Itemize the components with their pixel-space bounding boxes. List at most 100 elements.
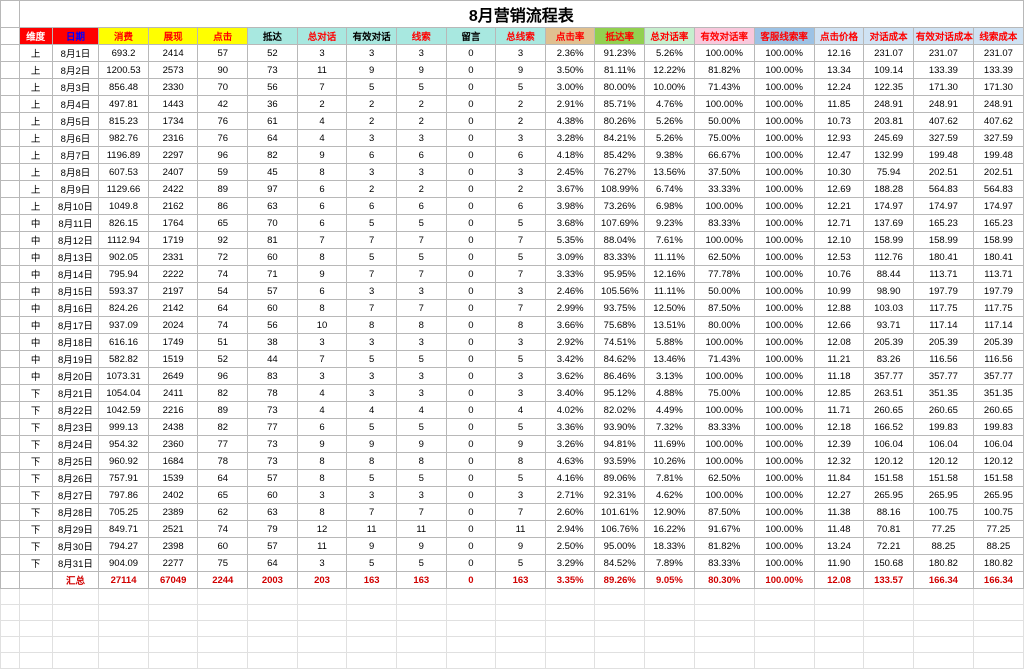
cell[interactable]: 57 [248, 283, 298, 300]
cell[interactable]: 8月20日 [52, 368, 99, 385]
cell[interactable]: 11.11% [645, 249, 695, 266]
cell[interactable]: 607.53 [99, 164, 149, 181]
cell[interactable]: 100.00% [754, 96, 814, 113]
cell[interactable]: 下 [19, 470, 52, 487]
cell[interactable]: 90 [198, 62, 248, 79]
cell[interactable]: 77 [198, 436, 248, 453]
cell[interactable]: 93.59% [595, 453, 645, 470]
cell[interactable]: 11 [347, 521, 397, 538]
cell[interactable]: 11.11% [645, 283, 695, 300]
cell[interactable]: 8月11日 [52, 215, 99, 232]
cell[interactable]: 3 [496, 130, 546, 147]
cell[interactable]: 3.50% [545, 62, 595, 79]
cell[interactable]: 8月27日 [52, 487, 99, 504]
cell[interactable]: 12 [297, 521, 347, 538]
cell[interactable]: 5.26% [645, 45, 695, 62]
cell[interactable]: 174.97 [973, 198, 1023, 215]
cell[interactable]: 0 [446, 164, 496, 181]
cell[interactable]: 7 [347, 266, 397, 283]
cell[interactable]: 824.26 [99, 300, 149, 317]
cell[interactable]: 0 [446, 521, 496, 538]
cell[interactable]: 88.44 [864, 266, 914, 283]
cell[interactable]: 8 [496, 317, 546, 334]
cell[interactable]: 8月5日 [52, 113, 99, 130]
cell[interactable]: 64 [248, 130, 298, 147]
cell[interactable]: 64 [198, 470, 248, 487]
cell[interactable]: 8 [396, 317, 446, 334]
cell[interactable]: 100.00% [754, 470, 814, 487]
cell[interactable]: 76.27% [595, 164, 645, 181]
cell[interactable]: 351.35 [913, 385, 973, 402]
cell[interactable]: 3 [297, 368, 347, 385]
cell[interactable]: 8 [347, 453, 397, 470]
cell[interactable]: 8月15日 [52, 283, 99, 300]
cell[interactable]: 62.50% [694, 249, 754, 266]
cell[interactable]: 81 [248, 232, 298, 249]
cell[interactable]: 下 [19, 555, 52, 572]
cell[interactable]: 9 [496, 62, 546, 79]
cell[interactable]: 2 [347, 96, 397, 113]
cell[interactable]: 80.26% [595, 113, 645, 130]
cell[interactable]: 9 [396, 436, 446, 453]
cell[interactable]: 6.98% [645, 198, 695, 215]
cell[interactable]: 12.16 [814, 45, 864, 62]
cell[interactable]: 2.91% [545, 96, 595, 113]
cell[interactable]: 61 [248, 113, 298, 130]
cell[interactable]: 78 [248, 385, 298, 402]
cell[interactable]: 64 [198, 300, 248, 317]
cell[interactable]: 2277 [148, 555, 198, 572]
cell[interactable]: 12.53 [814, 249, 864, 266]
cell[interactable]: 7 [496, 300, 546, 317]
cell[interactable]: 856.48 [99, 79, 149, 96]
cell[interactable]: 8月3日 [52, 79, 99, 96]
cell[interactable]: 1764 [148, 215, 198, 232]
cell[interactable]: 89.06% [595, 470, 645, 487]
cell[interactable]: 3.13% [645, 368, 695, 385]
cell[interactable]: 133.39 [913, 62, 973, 79]
cell[interactable]: 1734 [148, 113, 198, 130]
cell[interactable]: 197.79 [913, 283, 973, 300]
cell[interactable]: 6 [297, 198, 347, 215]
cell[interactable]: 564.83 [973, 181, 1023, 198]
cell[interactable]: 5 [396, 79, 446, 96]
cell[interactable]: 100.00% [694, 198, 754, 215]
cell[interactable]: 8月31日 [52, 555, 99, 572]
cell[interactable]: 100.00% [754, 351, 814, 368]
cell[interactable]: 60 [198, 538, 248, 555]
cell[interactable]: 108.99% [595, 181, 645, 198]
cell[interactable]: 76 [198, 113, 248, 130]
cell[interactable]: 10.00% [645, 79, 695, 96]
cell[interactable]: 0 [446, 487, 496, 504]
cell[interactable]: 999.13 [99, 419, 149, 436]
cell[interactable]: 2389 [148, 504, 198, 521]
cell[interactable]: 5.88% [645, 334, 695, 351]
cell[interactable]: 2407 [148, 164, 198, 181]
cell[interactable]: 2.60% [545, 504, 595, 521]
cell[interactable]: 8月25日 [52, 453, 99, 470]
cell[interactable]: 960.92 [99, 453, 149, 470]
cell[interactable]: 904.09 [99, 555, 149, 572]
cell[interactable]: 5 [496, 419, 546, 436]
cell[interactable]: 上 [19, 45, 52, 62]
cell[interactable]: 0 [446, 266, 496, 283]
cell[interactable]: 0 [446, 436, 496, 453]
cell[interactable]: 8 [297, 164, 347, 181]
cell[interactable]: 12.27 [814, 487, 864, 504]
cell[interactable]: 2573 [148, 62, 198, 79]
cell[interactable]: 3 [347, 130, 397, 147]
cell[interactable]: 5 [396, 351, 446, 368]
cell[interactable]: 9.38% [645, 147, 695, 164]
cell[interactable]: 9 [496, 538, 546, 555]
cell[interactable]: 202.51 [973, 164, 1023, 181]
cell[interactable]: 5 [347, 79, 397, 96]
cell[interactable]: 5 [396, 555, 446, 572]
cell[interactable]: 82.02% [595, 402, 645, 419]
cell[interactable]: 8 [496, 453, 546, 470]
cell[interactable]: 63 [248, 504, 298, 521]
cell[interactable]: 7 [496, 232, 546, 249]
cell[interactable]: 63 [248, 198, 298, 215]
cell[interactable]: 260.65 [864, 402, 914, 419]
cell[interactable]: 5 [347, 419, 397, 436]
cell[interactable]: 4 [297, 130, 347, 147]
cell[interactable]: 3 [496, 45, 546, 62]
